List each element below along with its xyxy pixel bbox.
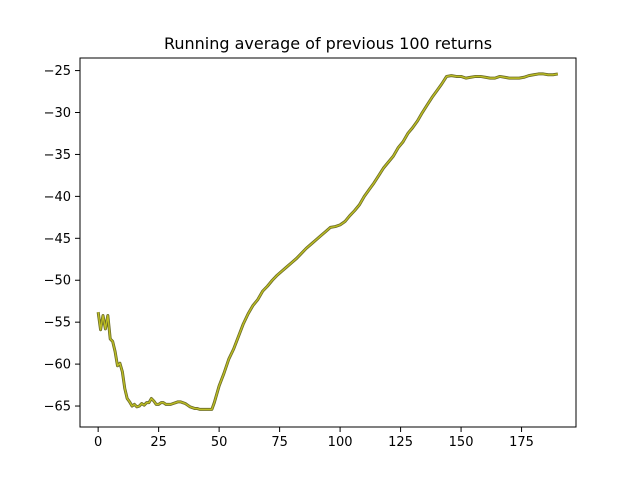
y-tick-label: −35 (44, 148, 71, 163)
y-tick-label: −40 (44, 190, 71, 205)
x-tick-label: 0 (94, 435, 102, 450)
y-tick-label: −45 (44, 232, 71, 247)
y-tick-label: −50 (44, 274, 71, 289)
series-layer (96, 72, 559, 411)
y-tick-label: −65 (44, 400, 71, 415)
y-tick-label: −25 (44, 64, 71, 79)
x-tick-label: 25 (150, 435, 167, 450)
series-line (97, 73, 558, 411)
y-tick-label: −30 (44, 106, 71, 121)
ticks-layer: 0 25 50 75 100 125 150 175 −65 −60 −55 −50 −45 −40 −35… (44, 64, 534, 450)
x-tick-label: 150 (449, 435, 474, 450)
x-tick-label: 50 (211, 435, 228, 450)
chart-title: Running average of previous 100 returns (164, 34, 492, 53)
x-tick-label: 100 (328, 435, 353, 450)
plot-frame (79, 57, 577, 428)
x-tick-label: 125 (388, 435, 413, 450)
x-tick-label: 75 (271, 435, 288, 450)
x-tick-label: 175 (509, 435, 534, 450)
y-tick-label: −60 (44, 358, 71, 373)
y-tick-label: −55 (44, 316, 71, 331)
